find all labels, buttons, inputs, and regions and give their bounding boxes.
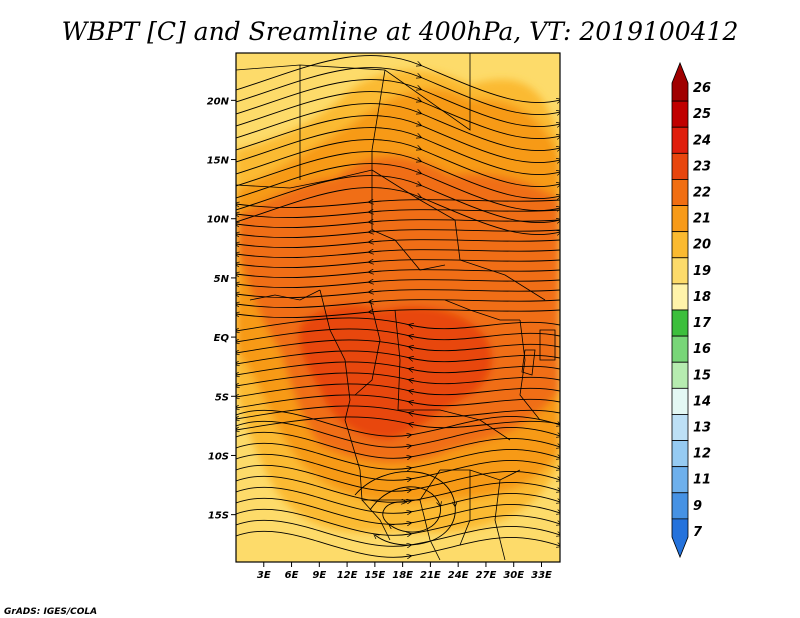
lon-tick-label: 27E (476, 570, 497, 581)
streamline (236, 405, 560, 419)
colorbar-swatch (671, 492, 689, 520)
border-line (371, 229, 446, 271)
streamline (236, 240, 560, 249)
colorbar-swatch (671, 100, 689, 128)
streamline (236, 220, 560, 229)
streamline (236, 300, 560, 309)
colorbar-swatch (671, 361, 689, 389)
streamline (236, 339, 560, 353)
colorbar-label: 9 (693, 499, 702, 514)
colorbar-swatch (671, 466, 689, 494)
colorbar-label: 23 (693, 159, 711, 174)
colorbar-label: 21 (693, 212, 711, 227)
colorbar-label: 11 (693, 473, 711, 488)
streamline (236, 260, 560, 269)
lat-tick-label: 5N (214, 274, 230, 285)
streamline (236, 383, 560, 397)
colorbar-swatch (671, 179, 689, 206)
lon-tick-label: 30E (503, 570, 524, 581)
lat-tick-label: EQ (214, 333, 230, 344)
streamline (236, 200, 560, 209)
colorbar-label: 15 (693, 368, 711, 383)
streamline (236, 270, 560, 279)
streamline (236, 250, 560, 259)
lon-tick-label: 33E (531, 570, 552, 581)
lon-tick-label: 21E (420, 570, 441, 581)
streamline (236, 530, 560, 557)
colorbar-label: 17 (693, 316, 712, 331)
lat-tick-label: 20N (207, 96, 230, 107)
colorbar-label: 18 (693, 290, 711, 305)
map-frame (235, 52, 561, 563)
lon-tick-label: 3E (257, 570, 271, 581)
border-line (236, 169, 373, 189)
colorbar-label: 20 (693, 238, 711, 253)
colorbar-swatch (671, 126, 689, 154)
colorbar-swatch (671, 414, 689, 441)
streamline (236, 317, 560, 331)
colorbar-swatch (671, 231, 689, 259)
lon-tick-label: 18E (392, 570, 413, 581)
colorbar-swatch (671, 283, 689, 311)
border-line (444, 299, 520, 321)
lat-tick-label: 15S (208, 511, 229, 522)
lat-tick-label: 15N (207, 156, 230, 167)
colorbar-swatch (671, 205, 689, 233)
colorbar-swatch (671, 309, 689, 337)
lat-tick-label: 10N (207, 215, 230, 226)
colorbar-swatch (671, 387, 689, 415)
colorbar-label: 19 (693, 264, 711, 279)
streamlines (236, 55, 560, 557)
colorbar-swatch (671, 257, 689, 285)
streamline (236, 328, 560, 342)
lon-tick-label: 15E (364, 570, 385, 581)
lat-tick-label: 10S (208, 451, 229, 462)
grads-credit: GrADS: IGES/COLA (4, 607, 97, 617)
streamline (236, 394, 560, 408)
colorbar-label: 16 (693, 342, 711, 357)
colorbar-label: 25 (693, 107, 711, 122)
border-line (539, 329, 556, 361)
lon-tick-label: 24E (448, 570, 469, 581)
colorbar-label: 26 (693, 81, 711, 96)
colorbar-swatch (671, 152, 689, 180)
lon-tick-label: 6E (285, 570, 299, 581)
axis-ticks: 3E 6E 9E 12E 15E 18E 21E 24E 27E 30E 33E 20N 15N 10N 5… (207, 96, 552, 581)
streamline (236, 372, 560, 386)
streamline (236, 230, 560, 239)
chart-title: WBPT [C] and Sreamline at 400hPa, VT: 20… (62, 17, 739, 46)
lon-tick-label: 12E (337, 570, 358, 581)
colorbar-label: 22 (693, 186, 711, 201)
colorbar-label: 14 (693, 394, 711, 409)
streamline (236, 290, 560, 299)
colorbar-label: 24 (693, 133, 711, 148)
streamline (236, 310, 560, 319)
border-line (521, 349, 536, 376)
lon-tick-label: 9E (312, 570, 326, 581)
streamline (236, 280, 560, 289)
streamline (236, 210, 560, 219)
colorbar-swatch (671, 335, 689, 363)
colorbar-label: 7 (693, 525, 703, 540)
colorbar-label: 13 (693, 421, 711, 436)
lat-tick-label: 5S (215, 392, 229, 403)
colorbar-swatch (671, 440, 689, 468)
colorbar-swatch (671, 61, 689, 102)
colorbar-label: 12 (693, 447, 711, 462)
map-plot-area: 3E 6E 9E 12E 15E 18E 21E 24E 27E 30E 33E 20N 15N 10N 5… (207, 52, 561, 581)
colorbar-swatch (671, 518, 689, 559)
streamline (236, 361, 560, 375)
colorbar: 26 25 24 23 22 21 20 19 18 17 16 15 14 13 12 11 9 7 (671, 61, 712, 559)
streamline (354, 471, 455, 546)
streamline (236, 350, 560, 364)
